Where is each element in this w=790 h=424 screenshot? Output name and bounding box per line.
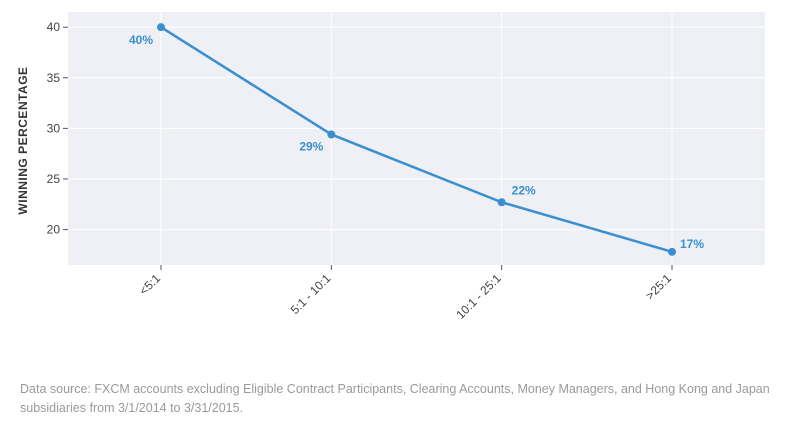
series-line-path [160, 26, 673, 254]
y-tick-label: 35 [47, 71, 61, 85]
y-tick-label: 25 [47, 172, 61, 186]
x-tick-label: 10:1 - 25:1 [453, 271, 504, 322]
x-tick-label: 5:1 - 10:1 [288, 271, 334, 317]
x-axis-ticks: <5:1 5:1 - 10:1 10:1 - 25:1 >25:1 [136, 265, 674, 322]
line-chart: 20 25 30 35 40 <5:1 5:1 - 10:1 10:1 - 25:1 >25:… [16, 12, 765, 322]
x-tick-label: >25:1 [643, 271, 675, 303]
data-label: 17% [680, 237, 704, 251]
data-label: 40% [129, 33, 153, 47]
y-axis-ticks: 20 25 30 35 40 [47, 20, 68, 237]
y-tick-label: 30 [47, 121, 61, 135]
data-label: 29% [299, 139, 323, 153]
series-line: 40% 29% 22% 17% [129, 23, 704, 256]
data-point [668, 247, 676, 256]
data-point [497, 198, 506, 207]
y-tick-label: 20 [47, 223, 61, 237]
y-axis-label: WINNING PERCENTAGE [16, 66, 30, 214]
data-point [157, 23, 165, 32]
data-point [327, 130, 336, 139]
grid-lines [68, 12, 765, 265]
data-source-note: Data source: FXCM accounts excluding Eli… [20, 382, 770, 415]
y-tick-label: 40 [47, 20, 61, 34]
x-tick-label: <5:1 [136, 271, 163, 298]
data-label: 22% [512, 183, 536, 197]
plot-area [68, 12, 765, 265]
